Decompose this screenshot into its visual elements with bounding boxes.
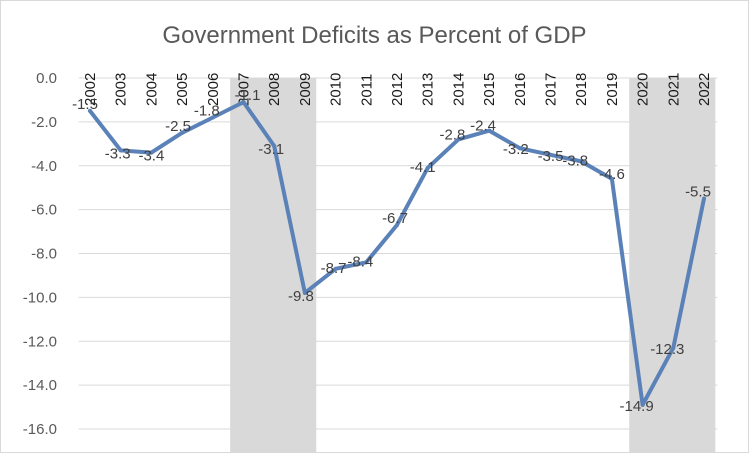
data-point xyxy=(180,130,185,135)
data-label: -12.3 xyxy=(650,341,684,358)
data-point xyxy=(579,159,584,164)
y-tick-label: -4.0 xyxy=(31,158,57,175)
recession-shading xyxy=(230,78,716,453)
x-tick-label: 2017 xyxy=(543,73,560,106)
data-label: -3.3 xyxy=(105,145,131,162)
data-label: -6.7 xyxy=(382,210,408,227)
x-tick-label: 2010 xyxy=(328,73,345,106)
x-tick-label: 2007 xyxy=(236,73,253,106)
data-point xyxy=(671,345,676,350)
x-tick-label: 2012 xyxy=(389,73,406,106)
data-point xyxy=(302,290,307,295)
x-tick-label: 2003 xyxy=(113,73,130,106)
y-tick-label: -10.0 xyxy=(23,289,57,306)
x-tick-label: 2020 xyxy=(635,73,652,106)
data-point xyxy=(548,152,553,157)
y-tick-label: -6.0 xyxy=(31,202,57,219)
x-tick-label: 2018 xyxy=(573,73,590,106)
data-label: -9.8 xyxy=(288,288,314,305)
y-axis-ticks: 0.0 -2.0 -4.0 -6.0 -8.0 -10.0 -12.0 -14.0 -16.0 xyxy=(23,70,57,438)
y-tick-label: -14.0 xyxy=(23,377,57,394)
data-point xyxy=(118,148,123,153)
x-tick-label: 2014 xyxy=(450,73,467,106)
data-label: -3.4 xyxy=(138,148,164,165)
data-point xyxy=(241,100,246,105)
data-label: -3.8 xyxy=(562,152,588,169)
data-point xyxy=(702,196,706,201)
data-label: -2.4 xyxy=(470,118,496,135)
data-label: -1.5 xyxy=(72,96,98,113)
x-axis-ticks: 2002 2003 2004 2005 2006 2007 2008 2009 2010 2011… xyxy=(82,73,713,106)
x-tick-label: 2004 xyxy=(143,73,160,106)
data-point xyxy=(609,176,614,181)
x-tick-label: 2002 xyxy=(82,73,99,106)
data-labels: -1.5 -3.3 -3.4-2.5-1.8 -1.1 -3.1 -9.8 -8.7 -8.4… xyxy=(72,87,711,415)
gridlines xyxy=(78,77,718,430)
data-point xyxy=(640,402,645,407)
shaded-period-1 xyxy=(230,78,317,453)
data-point xyxy=(425,165,430,170)
data-label: -4.1 xyxy=(410,159,436,176)
deficit-series xyxy=(88,100,706,407)
data-point xyxy=(333,266,338,271)
shaded-period-2 xyxy=(629,78,716,453)
x-tick-label: 2019 xyxy=(604,73,621,106)
data-label: -14.9 xyxy=(619,398,653,415)
y-tick-label: -8.0 xyxy=(31,246,57,263)
x-tick-label: 2011 xyxy=(358,74,375,106)
x-tick-label: 2016 xyxy=(512,73,529,106)
data-point xyxy=(272,144,277,149)
y-tick-label: -12.0 xyxy=(23,333,57,350)
data-label: -3.1 xyxy=(258,141,284,158)
data-point xyxy=(395,222,399,227)
y-tick-label: -2.0 xyxy=(31,114,57,131)
data-label: -5.5 xyxy=(685,184,711,201)
data-point xyxy=(210,115,215,120)
data-label: -2.8 xyxy=(439,126,465,143)
chart-title: Government Deficits as Percent of GDP xyxy=(162,22,587,49)
x-tick-label: 2008 xyxy=(266,73,283,106)
x-tick-label: 2015 xyxy=(481,73,498,106)
data-point xyxy=(487,128,492,133)
data-point xyxy=(149,150,154,155)
x-tick-label: 2021 xyxy=(665,73,682,106)
data-label: -4.6 xyxy=(599,166,625,183)
x-tick-label: 2013 xyxy=(420,73,437,106)
data-point xyxy=(364,260,369,265)
y-tick-label: -16.0 xyxy=(23,421,57,438)
data-label: -3.5 xyxy=(538,148,564,165)
data-point xyxy=(517,146,522,151)
data-point xyxy=(456,137,461,142)
x-tick-label: 2005 xyxy=(174,73,191,106)
data-label: -8.4 xyxy=(347,253,373,270)
data-label: -2.5 xyxy=(165,118,191,135)
x-tick-label: 2022 xyxy=(696,73,713,106)
data-point xyxy=(88,108,92,113)
data-label: -8.7 xyxy=(321,260,347,277)
y-tick-label: 0.0 xyxy=(36,70,57,87)
data-label: -1.1 xyxy=(235,87,261,104)
data-label: -3.2 xyxy=(503,141,529,158)
x-tick-label: 2009 xyxy=(297,73,314,106)
data-label: -1.8 xyxy=(194,102,220,119)
x-tick-label: 2006 xyxy=(205,73,222,106)
